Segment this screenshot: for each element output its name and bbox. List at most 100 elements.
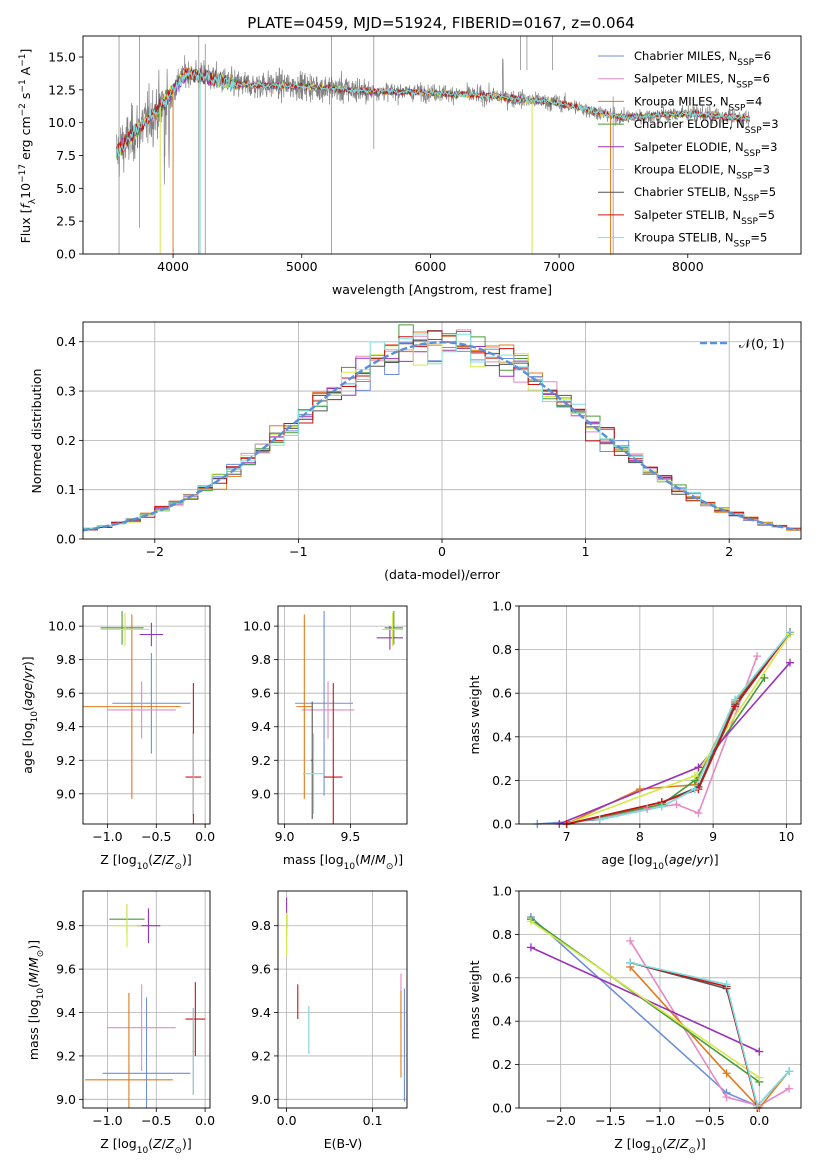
x-tick-label: 0.0 [195, 829, 215, 844]
mass-vs-Z-plot-area [84, 904, 206, 1108]
weight-marker [694, 809, 703, 818]
text-span: 10 [18, 183, 33, 199]
x-tick-label: 5000 [286, 259, 318, 274]
text-span: Chabrier STELIB, N [634, 185, 742, 199]
x-tick-label: 9 [709, 829, 717, 844]
text-span: Flux [ [18, 209, 33, 244]
x-tick-label: 6000 [415, 259, 447, 274]
y-tick-label: 9.6 [56, 962, 76, 977]
x-tick-label: 8000 [672, 259, 704, 274]
residuals-plot-area [83, 324, 801, 532]
text-span: Chabrier MILES, N [634, 49, 737, 63]
y-tick-label: 9.2 [56, 1048, 76, 1063]
weight-marker [722, 1069, 731, 1078]
legend-label: Kroupa STELIB, NSSP=5 [634, 231, 767, 250]
text-span: ⊙ [36, 950, 46, 958]
text-span: mass [log [26, 999, 41, 1060]
text-span: ( [148, 1136, 153, 1151]
weight-marker [635, 785, 644, 794]
x-tick-label: 9.5 [340, 829, 360, 844]
y-tick-label: 0.6 [492, 970, 512, 985]
weight-marker [672, 800, 681, 809]
weight-marker [722, 1093, 731, 1102]
spectrum-axes: 4000 5000 6000 7000 8000 0.0 2.5 5.0 7.5 10.0 12.5… [48, 35, 802, 274]
text-span: ⊙ [174, 862, 182, 872]
text-span: −1 [18, 53, 28, 66]
text-span: Z [log [100, 852, 136, 867]
x-tick-label: −1.5 [595, 1113, 625, 1128]
y-tick-label: 0.2 [492, 1057, 512, 1072]
weight-line-8 [630, 961, 790, 1108]
text-span: 10 [653, 862, 665, 872]
weight-marker [753, 652, 762, 661]
text-span: ⊙ [386, 862, 394, 872]
y-tick-label: 0.0 [56, 532, 76, 547]
legend-label: 𝒩(0, 1) [739, 336, 785, 351]
text-span: ( [355, 852, 360, 867]
x-tick-label: 9.0 [275, 829, 295, 844]
x-tick-label: −1 [289, 544, 307, 559]
legend-label: Salpeter MILES, NSSP=6 [634, 72, 770, 91]
x-tick-label: −0.5 [141, 1113, 171, 1128]
axis-label: Z [log10(Z/Z⊙)] [100, 1136, 192, 1156]
text-span: age [log [601, 852, 652, 867]
text-span: λ [28, 198, 38, 204]
text-span: 10 [137, 1146, 149, 1156]
text-span: age [20, 683, 35, 707]
text-span: ⊙ [174, 1146, 182, 1156]
y-axis-label: mass weight [467, 675, 482, 754]
text-span: =3 [753, 163, 770, 177]
y-tick-label: 9.0 [56, 786, 76, 801]
y-tick-label: 5.0 [56, 181, 76, 196]
text-span: 10 [30, 711, 40, 723]
y-tick-label: 0.2 [492, 773, 512, 788]
text-span: Z [152, 1136, 162, 1151]
x-tick-label: 10 [778, 829, 794, 844]
x-tick-label: 0.0 [749, 1113, 769, 1128]
axes-frame [277, 890, 408, 1109]
text-span: Kroupa STELIB, N [634, 231, 734, 245]
text-span: Salpeter ELODIE, N [634, 140, 744, 154]
text-span: SSP [729, 103, 746, 113]
weight-marker [694, 763, 703, 772]
y-tick-label: 9.4 [56, 1005, 76, 1020]
text-span: / [162, 1136, 167, 1151]
age-vs-Z-axes: −1.0 −0.5 0.0 9.0 9.2 9.4 9.6 9.8 10.0 [48, 605, 215, 844]
text-span: Z [679, 1136, 689, 1151]
text-span: =3 [761, 140, 778, 154]
y-tick-label: 9.4 [56, 719, 76, 734]
x-tick-label: 7000 [543, 259, 575, 274]
weight-marker [626, 958, 635, 967]
text-span: s [18, 93, 33, 104]
y-tick-label: 9.6 [251, 686, 271, 701]
weight-marker [786, 658, 795, 667]
weight-vs-age-plot-area [537, 631, 791, 824]
x-tick-label: 0.0 [277, 1113, 297, 1128]
weight-marker [786, 628, 795, 637]
legend-label: Salpeter ELODIE, NSSP=3 [634, 140, 777, 159]
y-tick-label: 0.2 [56, 433, 76, 448]
weight-line-6 [566, 631, 791, 824]
x-axis-label: (data-model)/error [384, 567, 501, 582]
text-span: / [676, 1136, 681, 1151]
text-span: ] [18, 49, 33, 54]
y-tick-label: 2.5 [56, 214, 76, 229]
text-span: A [18, 66, 33, 79]
y-tick-label: 9.0 [251, 786, 271, 801]
text-span: =5 [750, 231, 767, 245]
legend-label: Salpeter STELIB, NSSP=5 [634, 208, 775, 227]
weight-marker [690, 785, 699, 794]
text-span: M [360, 852, 371, 867]
text-span: mass [log [283, 852, 344, 867]
weight-vs-Z-axes: −2.0 −1.5 −1.0 −0.5 0.0 0.0 0.2 0.4 0.6 0.8 1.0 [492, 884, 802, 1128]
text-span: 10 [651, 1146, 663, 1156]
text-span: )] [26, 940, 41, 950]
x-axis-label: age [log10(age/yr)] [601, 852, 718, 872]
weight-line-2 [629, 966, 790, 1108]
text-span: )] [20, 656, 35, 666]
text-span: ( [26, 983, 41, 988]
axes-frame [82, 605, 211, 825]
x-tick-label: 8 [636, 829, 644, 844]
text-span: erg cm [18, 116, 33, 164]
y-tick-label: 9.4 [251, 719, 271, 734]
